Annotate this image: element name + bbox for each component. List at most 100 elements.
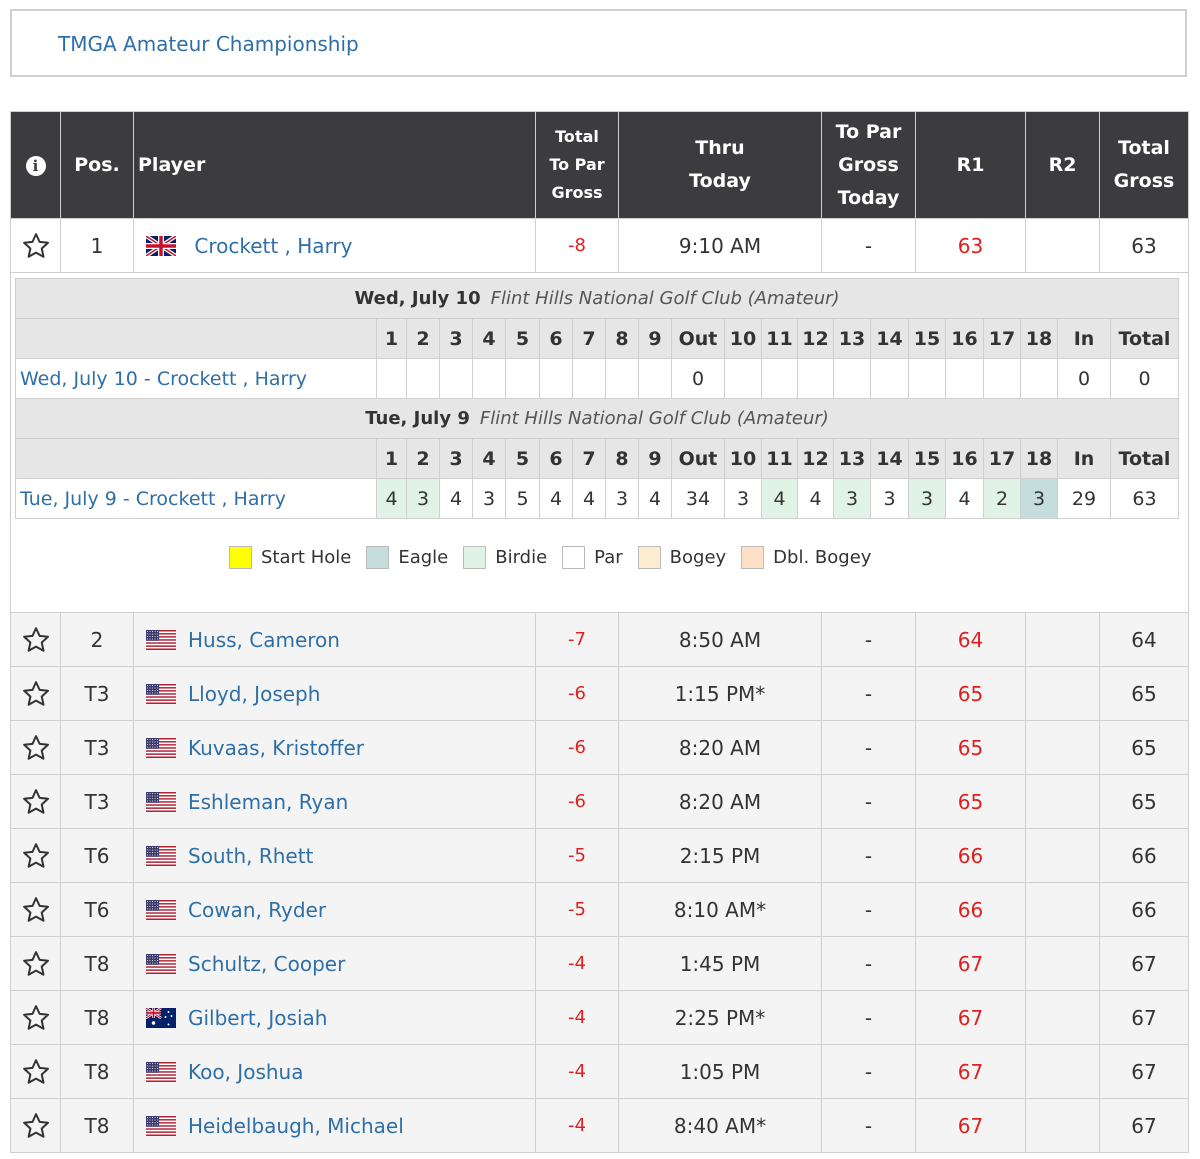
player-name-link[interactable]: Koo, Joshua (188, 1060, 304, 1085)
star-icon[interactable] (21, 679, 51, 709)
star-icon[interactable] (21, 841, 51, 871)
favorite-cell[interactable] (10, 774, 61, 829)
favorite-cell[interactable] (10, 218, 61, 273)
favorite-cell[interactable] (10, 1098, 61, 1153)
legend-label: Start Hole (261, 547, 352, 568)
thru-today-column-header[interactable]: Thru Today (618, 111, 822, 219)
r2-cell (1025, 882, 1100, 937)
r1-column-header[interactable]: R1 (915, 111, 1026, 219)
hole-number: 10 (724, 438, 762, 479)
favorite-cell[interactable] (10, 720, 61, 775)
legend-item: Par (562, 546, 623, 569)
player-name-link[interactable]: Huss, Cameron (188, 628, 340, 653)
round-player-label[interactable]: Tue, July 9 - Crockett , Harry (15, 478, 377, 519)
favorite-cell[interactable] (10, 1044, 61, 1099)
to-par-today-cell: - (821, 1098, 916, 1153)
hole-score: 0 (671, 358, 725, 399)
player-name-link[interactable]: Heidelbaugh, Michael (188, 1114, 404, 1139)
leaderboard-row[interactable]: T3 Lloyd, Joseph -6 1:15 PM* -65 65 (10, 666, 1189, 721)
player-name-link[interactable]: Eshleman, Ryan (188, 790, 349, 815)
star-icon[interactable] (21, 625, 51, 655)
star-icon[interactable] (21, 895, 51, 925)
pos-column-header[interactable]: Pos. (60, 111, 134, 219)
star-icon[interactable] (21, 231, 51, 261)
hole-number: 12 (797, 318, 834, 359)
player-cell: Crockett , Harry (133, 218, 536, 273)
leaderboard-row[interactable]: T8 Heidelbaugh, Michael -4 8:40 AM* -67 67 (10, 1098, 1189, 1153)
hole-score: 0 (1057, 358, 1111, 399)
r2-cell (1025, 612, 1100, 667)
r1-cell: 67 (915, 936, 1026, 991)
thru-cell: 1:45 PM (618, 936, 822, 991)
favorite-cell[interactable] (10, 666, 61, 721)
r2-cell (1025, 990, 1100, 1045)
player-column-header[interactable]: Player (133, 111, 536, 219)
total-to-par-cell: -4 (535, 936, 619, 991)
legend-swatch (366, 546, 390, 569)
leaderboard-row[interactable]: T6 Cowan, Ryder -5 8:10 AM* -66 66 (10, 882, 1189, 937)
favorite-cell[interactable] (10, 828, 61, 883)
leaderboard-row[interactable]: T3 Eshleman, Ryan -6 8:20 AM -65 65 (10, 774, 1189, 829)
total-to-par-cell: -4 (535, 1044, 619, 1099)
leaderboard-row[interactable]: T8 Gilbert, Josiah -4 2:25 PM* -67 67 (10, 990, 1189, 1045)
total-gross-cell: 65 (1099, 666, 1189, 721)
favorite-cell[interactable] (10, 990, 61, 1045)
hole-score: 29 (1057, 478, 1111, 519)
r2-cell (1025, 1098, 1100, 1153)
hole-score (439, 358, 473, 399)
leaderboard-row[interactable]: T3 Kuvaas, Kristoffer -6 8:20 AM -65 65 (10, 720, 1189, 775)
r1-cell: 64 (915, 612, 1026, 667)
info-column-header[interactable]: i (10, 111, 61, 219)
player-name-link[interactable]: Schultz, Cooper (188, 952, 346, 977)
star-icon[interactable] (21, 787, 51, 817)
star-icon[interactable] (21, 1057, 51, 1087)
total-to-par-cell: -6 (535, 666, 619, 721)
leaderboard-row[interactable]: 1 Crockett , Harry -8 9:10 AM - 63 63 (10, 218, 1189, 273)
position-cell: T8 (60, 936, 134, 991)
us-flag-icon (146, 630, 176, 651)
legend-item: Eagle (366, 546, 448, 569)
star-icon[interactable] (21, 733, 51, 763)
round-header-row: Wed, July 10 Flint Hills National Golf Cl… (15, 278, 1179, 319)
r2-column-header[interactable]: R2 (1025, 111, 1100, 219)
total-gross-cell: 64 (1099, 612, 1189, 667)
legend-label: Dbl. Bogey (773, 547, 872, 568)
leaderboard-header-row: i Pos. Player Total To Par Gross Thru To… (10, 111, 1189, 219)
hole-number: 15 (908, 318, 946, 359)
player-cell: Huss, Cameron (133, 612, 536, 667)
player-name-link[interactable]: Kuvaas, Kristoffer (188, 736, 364, 761)
thru-cell: 8:10 AM* (618, 882, 822, 937)
player-cell: Schultz, Cooper (133, 936, 536, 991)
leaderboard-row[interactable]: T6 South, Rhett -5 2:15 PM -66 66 (10, 828, 1189, 883)
hole-number: In (1057, 438, 1111, 479)
leaderboard-row[interactable]: T8 Schultz, Cooper -4 1:45 PM -67 67 (10, 936, 1189, 991)
info-icon[interactable]: i (25, 155, 46, 176)
star-icon[interactable] (21, 1003, 51, 1033)
thru-cell: 9:10 AM (618, 218, 822, 273)
player-name-link[interactable]: Lloyd, Joseph (188, 682, 321, 707)
player-name-link[interactable]: Cowan, Ryder (188, 898, 327, 923)
tournament-title-link[interactable]: TMGA Amateur Championship (58, 32, 359, 56)
favorite-cell[interactable] (10, 936, 61, 991)
total-gross-column-header[interactable]: Total Gross (1099, 111, 1189, 219)
favorite-cell[interactable] (10, 612, 61, 667)
hole-score: 3 (605, 478, 639, 519)
to-par-today-cell: - (821, 720, 916, 775)
player-name-link[interactable]: South, Rhett (188, 844, 314, 869)
player-name-link[interactable]: Crockett , Harry (194, 234, 353, 259)
hole-score: 34 (671, 478, 725, 519)
star-icon[interactable] (21, 949, 51, 979)
total-to-par-column-header[interactable]: Total To Par Gross (535, 111, 619, 219)
tournament-header: TMGA Amateur Championship (10, 9, 1187, 77)
leaderboard-row[interactable]: T8 Koo, Joshua -4 1:05 PM -67 67 (10, 1044, 1189, 1099)
round-player-label[interactable]: Wed, July 10 - Crockett , Harry (15, 358, 377, 399)
hole-score: 4 (945, 478, 984, 519)
hole-score (638, 358, 672, 399)
star-icon[interactable] (21, 1111, 51, 1141)
favorite-cell[interactable] (10, 882, 61, 937)
to-par-today-column-header[interactable]: To Par Gross Today (821, 111, 916, 219)
us-flag-icon (146, 684, 176, 705)
player-name-link[interactable]: Gilbert, Josiah (188, 1006, 328, 1031)
leaderboard-row[interactable]: 2 Huss, Cameron -7 8:50 AM -64 64 (10, 612, 1189, 667)
position-cell: 2 (60, 612, 134, 667)
